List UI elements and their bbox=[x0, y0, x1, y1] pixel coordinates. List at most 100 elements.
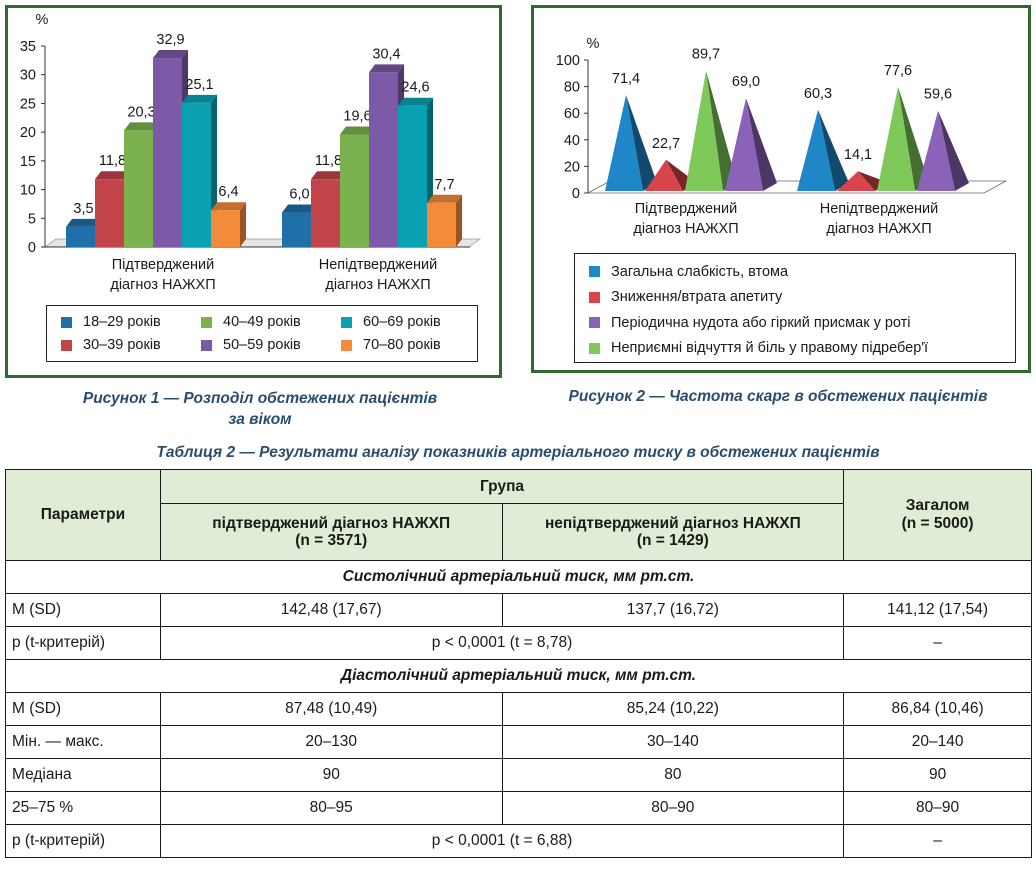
bar-top bbox=[95, 171, 131, 180]
bar bbox=[398, 105, 427, 248]
table-cell: 86,84 (10,46) bbox=[843, 692, 1032, 726]
bar bbox=[124, 130, 153, 247]
table-cell: 141,12 (17,54) bbox=[843, 593, 1032, 627]
y-tick-label: 20 bbox=[564, 159, 580, 175]
pyramid bbox=[837, 171, 875, 191]
bar-top bbox=[340, 126, 376, 135]
legend-label: 50–59 років bbox=[223, 337, 301, 353]
pyramid-value-label: 59,6 bbox=[924, 87, 952, 103]
bar-value-label: 32,9 bbox=[156, 32, 184, 48]
table-cell: 90 bbox=[843, 758, 1032, 792]
header-confirmed: підтверджений діагноз НАЖХП (n = 3571) bbox=[159, 503, 503, 561]
bar-value-label: 6,0 bbox=[289, 187, 309, 203]
pyramid-side bbox=[898, 86, 929, 191]
table-cell: 80–90 bbox=[501, 791, 845, 825]
age-distribution-chart: 0 5 10 15 20 25 30 35% 3,5 6,0 11,8 11,8 20,3 19,6 32,… bbox=[20, 12, 482, 293]
bar bbox=[282, 212, 311, 247]
bar-side bbox=[456, 194, 463, 247]
legend-label: 30–39 років bbox=[83, 337, 161, 353]
table-cell: 80–90 bbox=[843, 791, 1032, 825]
bar-side bbox=[240, 202, 247, 247]
y-tick-label: 80 bbox=[564, 80, 580, 96]
legend-swatch bbox=[341, 316, 352, 328]
table-row: Медіана 90 80 90 bbox=[5, 758, 1032, 792]
bar-top bbox=[427, 194, 463, 203]
table-row: 25–75 % 80–95 80–90 80–90 bbox=[5, 791, 1032, 825]
legend-item: 70–80 років bbox=[341, 337, 441, 353]
section-systolic: Систолічний артеріальний тиск, мм рт.ст. bbox=[5, 560, 1032, 594]
category-label: діагноз НАЖХП bbox=[325, 277, 430, 293]
pyramid-value-label: 77,6 bbox=[884, 63, 912, 79]
legend-swatch bbox=[201, 316, 212, 328]
pyramid bbox=[605, 95, 643, 191]
y-tick-label: 0 bbox=[572, 186, 580, 202]
table-cell: 20–140 bbox=[843, 725, 1032, 759]
blood-pressure-table: Параметри Група Загалом (n = 5000) підтве… bbox=[5, 469, 1032, 858]
bar-value-label: 20,3 bbox=[127, 104, 155, 120]
legend-label: Неприємні відчуття й біль у правому підр… bbox=[611, 340, 929, 357]
category-label: діагноз НАЖХП bbox=[826, 221, 931, 237]
complaints-chart: 0 20 40 60 80 100% 71,4 60,3 22,7 14,1 89,7 77,6 69,… bbox=[556, 36, 1007, 237]
table-cell: 142,48 (17,67) bbox=[159, 593, 503, 627]
pyramid-value-label: 60,3 bbox=[804, 86, 832, 102]
table-cell: 80–95 bbox=[159, 791, 503, 825]
table-cell: – bbox=[843, 626, 1032, 660]
bar bbox=[95, 179, 124, 247]
category-label: Непідтверджений bbox=[319, 257, 437, 273]
header-parameters: Параметри bbox=[5, 469, 161, 561]
row-label: M (SD) bbox=[5, 593, 161, 627]
category-label: Непідтверджений bbox=[820, 201, 938, 217]
table-cell: 30–140 bbox=[501, 725, 845, 759]
bar bbox=[153, 58, 182, 248]
y-tick-label: 0 bbox=[28, 240, 36, 256]
pyramid-side bbox=[818, 109, 849, 191]
table-cell: – bbox=[843, 824, 1032, 858]
bar-value-label: 7,7 bbox=[434, 177, 454, 193]
legend-item: 18–29 років bbox=[61, 314, 161, 330]
bar-top bbox=[66, 218, 102, 227]
legend-item: 30–39 років bbox=[61, 337, 161, 353]
bar-value-label: 11,8 bbox=[315, 153, 342, 169]
legend-swatch bbox=[61, 316, 72, 328]
section-diastolic: Діастолічний артеріальний тиск, мм рт.ст… bbox=[5, 659, 1032, 693]
table-cell: 90 bbox=[159, 758, 503, 792]
table-cell: 85,24 (10,22) bbox=[501, 692, 845, 726]
row-label: p (t-критерій) bbox=[5, 824, 161, 858]
legend-label: 18–29 років bbox=[83, 314, 161, 330]
bar bbox=[211, 210, 240, 247]
y-tick-label: 25 bbox=[20, 96, 36, 112]
table-cell: 87,48 (10,49) bbox=[159, 692, 503, 726]
legend-item: Загальна слабкість, втома bbox=[589, 259, 1015, 285]
bar bbox=[427, 202, 456, 247]
bar-value-label: 30,4 bbox=[372, 46, 400, 62]
bar bbox=[340, 134, 369, 247]
table-caption: Таблиця 2 — Результати аналізу показникі… bbox=[156, 444, 880, 461]
bar-value-label: 19,6 bbox=[343, 108, 371, 124]
row-label: M (SD) bbox=[5, 692, 161, 726]
pyramid-value-label: 71,4 bbox=[612, 71, 640, 87]
pyramid bbox=[797, 109, 835, 191]
bar-top bbox=[282, 204, 318, 213]
legend-item: 60–69 років bbox=[341, 314, 441, 330]
legend-label: Періодична нудота або гіркий присмак у р… bbox=[611, 314, 911, 331]
row-label: Медіана bbox=[5, 758, 161, 792]
legend-swatch bbox=[201, 339, 212, 351]
bar-top bbox=[369, 64, 405, 73]
bar-value-label: 25,1 bbox=[185, 77, 213, 93]
table-row: M (SD) 142,48 (17,67) 137,7 (16,72) 141,12 … bbox=[5, 593, 1032, 627]
table-row: Мін. — макс. 20–130 30–140 20–140 bbox=[5, 725, 1032, 759]
category-label: діагноз НАЖХП bbox=[110, 277, 215, 293]
bar-value-label: 6,4 bbox=[218, 184, 238, 200]
header-group: Група bbox=[159, 469, 845, 504]
legend-swatch bbox=[589, 291, 600, 303]
pyramid bbox=[917, 110, 955, 191]
bar-value-label: 3,5 bbox=[73, 201, 93, 217]
legend-item: 40–49 років bbox=[201, 314, 301, 330]
header-total: Загалом (n = 5000) bbox=[843, 469, 1032, 561]
y-tick-label: 35 bbox=[20, 39, 36, 55]
pyramid bbox=[877, 86, 915, 191]
legend-swatch bbox=[589, 342, 600, 354]
pyramid-side bbox=[746, 98, 777, 191]
legend-label: 60–69 років bbox=[363, 314, 441, 330]
y-tick-label: 20 bbox=[20, 125, 36, 141]
